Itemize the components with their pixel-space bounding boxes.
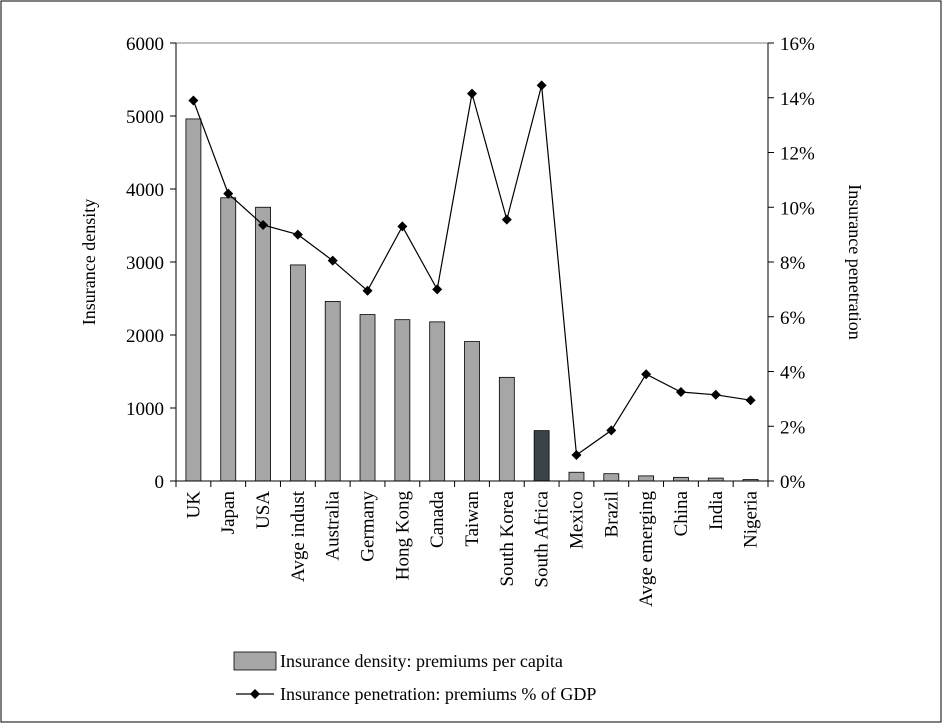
y-left-tick-label: 2000 [126,326,164,347]
x-tick-label: Hong Kong [392,491,413,581]
bar-germany [359,314,376,482]
penetration-point-avge-emerging [641,369,652,380]
bar-avge-emerging [638,475,655,482]
penetration-point-taiwan [467,88,477,99]
x-tick-label: Germany [358,491,379,562]
bar-series [185,118,759,482]
axes [170,42,774,487]
legend-line-marker [250,689,260,699]
bar-canada [429,321,446,482]
penetration-point-south-africa [536,80,547,91]
category-labels: UK Japan USA Avge indust Australia Germany Hon… [183,490,761,607]
x-tick-label: Taiwan [462,491,483,547]
line-series [188,80,756,460]
x-tick-label: Canada [427,490,448,548]
legend-line-label: Insurance penetration: premiums % of GDP [280,684,596,704]
y-right-tick-label: 12% [780,144,815,165]
bar-mexico [568,471,585,482]
x-tick-label: USA [253,491,274,529]
y-axis-left-label: Insurance density [79,199,99,325]
y-right-tick-label: 14% [780,89,815,110]
x-tick-label: UK [183,491,204,519]
x-tick-label: South Korea [497,490,518,586]
x-tick-label: Avge emerging [636,491,657,607]
bar-taiwan [464,341,480,482]
y-left-tick-label: 6000 [126,34,164,55]
legend-bar-label: Insurance density: premiums per capita [280,651,563,671]
penetration-point-china [675,387,686,398]
penetration-point-avge-indust [292,229,303,240]
penetration-point-canada [432,284,443,295]
x-tick-label: China [671,490,692,536]
penetration-point-hong-kong [397,221,408,232]
x-tick-label: Brazil [601,491,622,537]
x-tick-label: Mexico [566,491,587,549]
bar-south-africa [533,430,550,482]
y-left-tick-label: 3000 [126,253,164,274]
x-tick-label: Nigeria [741,490,762,548]
legend-bar-swatch [233,651,277,671]
penetration-point-brazil [606,425,617,436]
y-right-tick-label: 6% [780,308,806,329]
penetration-point-australia [327,255,338,266]
penetration-point-nigeria [745,395,756,406]
tick-labels: 0 1000 2000 3000 4000 5000 6000 0% 2% 4% 6% 8% 10% 12… [126,34,815,493]
y-right-tick-label: 16% [780,34,815,55]
y-left-tick-label: 0 [155,472,165,493]
x-tick-label: South Africa [532,490,553,587]
y-right-tick-label: 4% [780,363,806,384]
y-right-tick-label: 2% [780,417,806,438]
y-right-tick-label: 8% [780,253,806,274]
penetration-point-germany [362,285,373,296]
y-left-tick-label: 4000 [126,180,164,201]
y-left-tick-label: 5000 [126,107,164,128]
y-axis-right-label: Insurance penetration [845,184,865,339]
x-tick-label: Japan [218,491,239,535]
penetration-point-south-korea [501,214,512,225]
penetration-point-india [710,389,721,400]
y-right-tick-label: 10% [780,198,815,219]
bar-australia [324,301,341,482]
x-tick-label: Australia [323,490,344,560]
penetration-point-japan [223,188,234,199]
bar-avge-indust [289,264,306,482]
y-left-tick-label: 1000 [126,399,164,420]
penetration-point-uk [188,95,199,106]
bar-south-korea [498,376,515,482]
penetration-point-mexico [571,449,582,460]
bar-usa [255,206,271,482]
y-right-tick-label: 0% [780,472,806,493]
bar-china [673,476,689,482]
x-tick-label: Avge indust [288,490,309,582]
bar-hong-kong [394,319,411,482]
x-tick-label: India [706,490,727,530]
bar-japan [220,197,237,482]
penetration-point-usa [258,220,269,231]
bar-brazil [603,473,620,482]
bar-uk [185,118,202,482]
legend: Insurance density: premiums per capita I… [233,651,596,704]
